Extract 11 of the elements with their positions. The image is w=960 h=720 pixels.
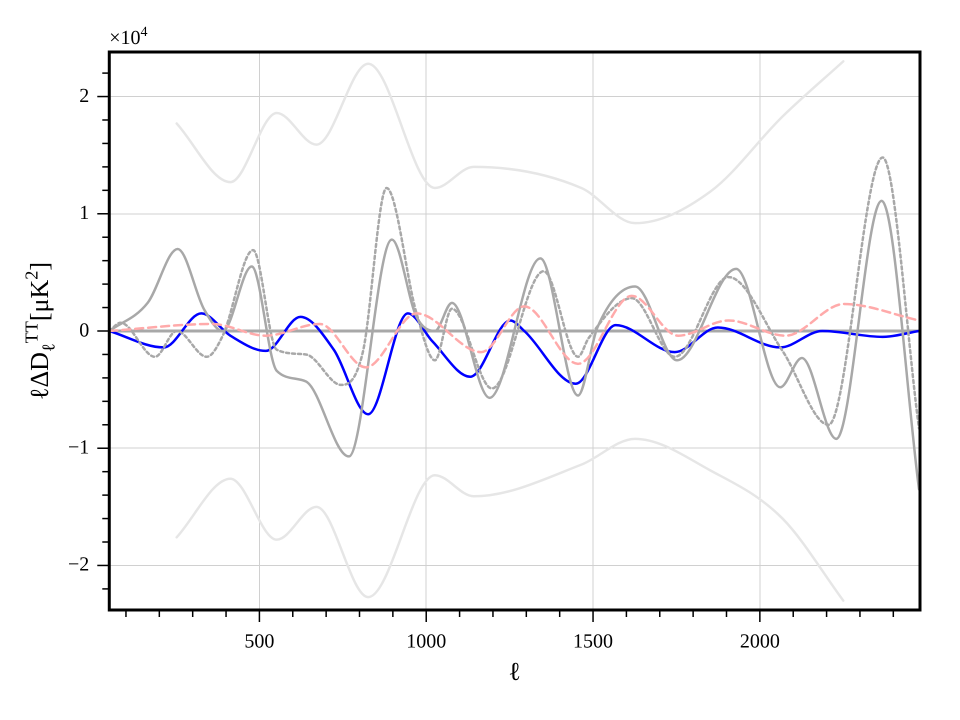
x-axis-title: ℓ <box>508 657 521 686</box>
y-tick-label: 0 <box>79 319 90 342</box>
x-tick-label: 2000 <box>740 630 780 652</box>
y-tick-label: 1 <box>79 202 90 224</box>
y-tick-label: 2 <box>79 84 90 107</box>
y-tick-label: −1 <box>68 436 90 458</box>
x-tick-label: 1500 <box>573 630 614 652</box>
y-tick-label: −2 <box>68 554 90 576</box>
y-axis-title: ℓΔDℓTT[μK2] <box>22 262 58 400</box>
x-tick-label: 1000 <box>406 630 446 652</box>
x-tick-label: 500 <box>244 630 274 652</box>
